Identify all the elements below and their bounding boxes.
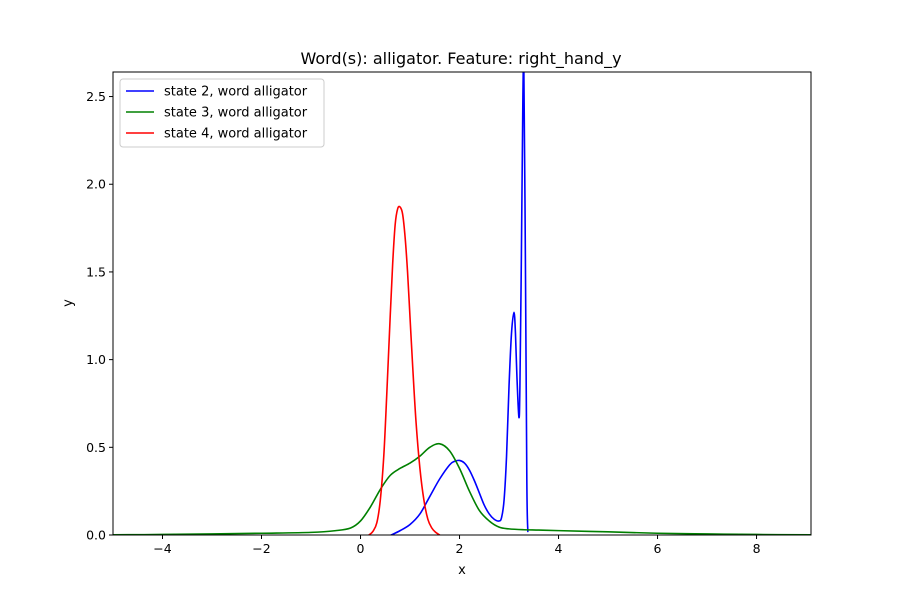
x-tick-label: 2 bbox=[456, 541, 464, 556]
x-tick-label: 4 bbox=[555, 541, 563, 556]
plot-frame bbox=[112, 71, 812, 536]
x-tick-label: 0 bbox=[357, 541, 365, 556]
chart-title: Word(s): alligator. Feature: right_hand_… bbox=[300, 49, 621, 69]
y-tick-label: 0.0 bbox=[86, 528, 106, 543]
x-tick-label: 8 bbox=[753, 541, 761, 556]
series-line-state-3 bbox=[113, 442, 811, 535]
series-line-state-4 bbox=[368, 205, 441, 535]
tick-layer: −4 −2 0 2 4 6 8 0.0 0.5 1.0 1.5 2.0 2.5 bbox=[86, 89, 760, 556]
x-axis-label: x bbox=[458, 563, 466, 578]
x-tick-label: 6 bbox=[654, 541, 662, 556]
legend-box bbox=[119, 78, 325, 148]
y-tick-label: 1.0 bbox=[86, 352, 106, 367]
x-tick-label: −4 bbox=[153, 541, 171, 556]
series-line-state-2 bbox=[390, 72, 529, 535]
y-tick-label: 2.0 bbox=[86, 177, 106, 192]
legend-label: state 2, word alligator bbox=[164, 85, 308, 100]
legend-label: state 3, word alligator bbox=[164, 106, 308, 121]
series-layer bbox=[113, 72, 811, 535]
y-tick-label: 1.5 bbox=[86, 264, 106, 279]
x-tick-label: −2 bbox=[252, 541, 270, 556]
legend-label: state 4, word alligator bbox=[164, 127, 308, 142]
y-axis-label: y bbox=[61, 299, 76, 307]
legend: state 2, word alligator state 3, word all… bbox=[119, 78, 325, 148]
y-tick-label: 0.5 bbox=[86, 440, 106, 455]
y-tick-label: 2.5 bbox=[86, 89, 106, 104]
